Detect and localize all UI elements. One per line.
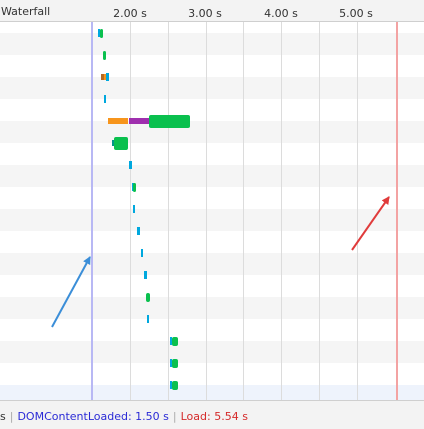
status-separator: | bbox=[172, 410, 177, 423]
timing-bar-wait[interactable] bbox=[131, 183, 134, 191]
timing-bar-wait[interactable] bbox=[133, 205, 136, 213]
timing-bar-stall[interactable] bbox=[103, 74, 106, 80]
grid-line bbox=[357, 22, 358, 400]
request-row[interactable] bbox=[0, 22, 424, 33]
request-row[interactable] bbox=[0, 319, 424, 341]
timing-bar-dl[interactable] bbox=[145, 292, 150, 302]
timing-bar-ssl[interactable] bbox=[128, 118, 149, 124]
timing-bar-ofs[interactable] bbox=[101, 74, 104, 80]
timing-bar-wait[interactable] bbox=[143, 271, 147, 279]
load-time-label: Load: 5.54 s bbox=[180, 410, 248, 423]
load-marker bbox=[396, 22, 398, 400]
waterfall-header[interactable]: Waterfall 2.00 s 3.00 s 4.00 s 5.00 s bbox=[0, 0, 424, 22]
timing-bar-dl[interactable] bbox=[114, 136, 128, 150]
timing-bar-stall[interactable] bbox=[108, 118, 129, 124]
dom-content-loaded-label: DOMContentLoaded: 1.50 s bbox=[17, 410, 169, 423]
waterfall-grid[interactable] bbox=[0, 22, 424, 400]
request-row[interactable] bbox=[0, 341, 424, 363]
request-row[interactable] bbox=[0, 275, 424, 297]
timing-bar-dl[interactable] bbox=[148, 114, 191, 128]
timing-bar-wait[interactable] bbox=[105, 73, 109, 81]
timing-bar-dl[interactable] bbox=[133, 182, 136, 192]
request-row[interactable] bbox=[0, 385, 424, 400]
time-tick-label: 4.00 s bbox=[264, 7, 298, 20]
time-tick-label: 3.00 s bbox=[188, 7, 222, 20]
timing-bar-wait[interactable] bbox=[146, 315, 149, 323]
grid-line bbox=[243, 22, 244, 400]
waterfall-column-title[interactable]: Waterfall bbox=[1, 5, 51, 18]
timing-bar-wait[interactable] bbox=[97, 29, 100, 37]
status-separator: | bbox=[9, 410, 14, 423]
timing-bar-dl[interactable] bbox=[102, 50, 106, 60]
grid-line bbox=[281, 22, 282, 400]
request-row[interactable] bbox=[0, 165, 424, 187]
timing-bar-wait[interactable] bbox=[170, 381, 172, 389]
status-summary: s | DOMContentLoaded: 1.50 s | Load: 5.54 s bbox=[0, 410, 248, 423]
request-row[interactable] bbox=[0, 231, 424, 253]
timing-bar-dl[interactable] bbox=[171, 380, 179, 390]
dom-content-loaded-marker bbox=[91, 22, 93, 400]
grid-line bbox=[319, 22, 320, 400]
request-row[interactable] bbox=[0, 55, 424, 77]
timing-bar-dl[interactable] bbox=[171, 358, 178, 368]
grid-line bbox=[206, 22, 207, 400]
status-lead: s bbox=[0, 410, 6, 423]
timing-bar-wait[interactable] bbox=[170, 337, 172, 345]
request-row[interactable] bbox=[0, 33, 424, 55]
status-bar: s | DOMContentLoaded: 1.50 s | Load: 5.54 s bbox=[0, 400, 424, 429]
timing-bar-dl[interactable] bbox=[171, 336, 178, 346]
time-tick-label: 5.00 s bbox=[339, 7, 373, 20]
request-row[interactable] bbox=[0, 143, 424, 165]
grid-line bbox=[168, 22, 169, 400]
timing-bar-wait[interactable] bbox=[128, 161, 132, 169]
timing-bar-wait[interactable] bbox=[136, 227, 140, 235]
timing-bar-dl[interactable] bbox=[99, 28, 103, 38]
request-row[interactable] bbox=[0, 187, 424, 209]
timing-bar-dns[interactable] bbox=[111, 140, 115, 146]
request-row[interactable] bbox=[0, 99, 424, 121]
request-row[interactable] bbox=[0, 209, 424, 231]
timing-bar-wait[interactable] bbox=[140, 249, 143, 257]
timing-bar-wait[interactable] bbox=[103, 95, 106, 103]
request-row[interactable] bbox=[0, 363, 424, 385]
time-tick-label: 2.00 s bbox=[113, 7, 147, 20]
grid-line bbox=[130, 22, 131, 400]
request-row[interactable] bbox=[0, 121, 424, 143]
request-row[interactable] bbox=[0, 297, 424, 319]
request-row[interactable] bbox=[0, 77, 424, 99]
timing-bar-wait[interactable] bbox=[170, 359, 172, 367]
request-row[interactable] bbox=[0, 253, 424, 275]
